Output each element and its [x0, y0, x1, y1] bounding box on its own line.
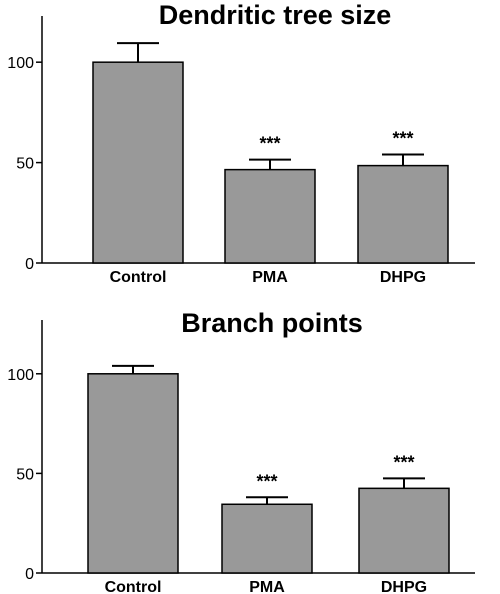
y-tick-label: 100 — [7, 367, 34, 384]
bar — [221, 503, 313, 574]
category-label: PMA — [252, 269, 288, 286]
y-tick-label: 50 — [16, 156, 34, 173]
bar — [358, 487, 450, 574]
category-label: Control — [105, 579, 162, 594]
chart-dendritic-tree-size: Dendritic tree size 0 50 100 Control *** PMA *… — [7, 0, 475, 286]
significance-label: *** — [256, 471, 277, 491]
y-tick-label: 0 — [25, 256, 34, 273]
significance-label: *** — [393, 452, 414, 472]
chart-branch-points: Branch points 0 50 100 Control *** PMA *** DHPG — [7, 308, 475, 594]
y-tick-label: 100 — [7, 55, 34, 72]
bar — [224, 168, 316, 264]
significance-label: *** — [259, 134, 280, 154]
category-label: PMA — [249, 579, 285, 594]
y-tick-label: 0 — [25, 566, 34, 583]
y-tick-label: 50 — [16, 466, 34, 483]
category-label: DHPG — [380, 269, 426, 286]
category-label: Control — [110, 269, 167, 286]
bar — [92, 61, 184, 264]
chart-title: Branch points — [181, 308, 363, 338]
chart-title: Dendritic tree size — [159, 0, 392, 30]
bar — [87, 373, 179, 574]
bar — [357, 164, 449, 264]
category-label: DHPG — [381, 579, 427, 594]
significance-label: *** — [392, 129, 413, 149]
